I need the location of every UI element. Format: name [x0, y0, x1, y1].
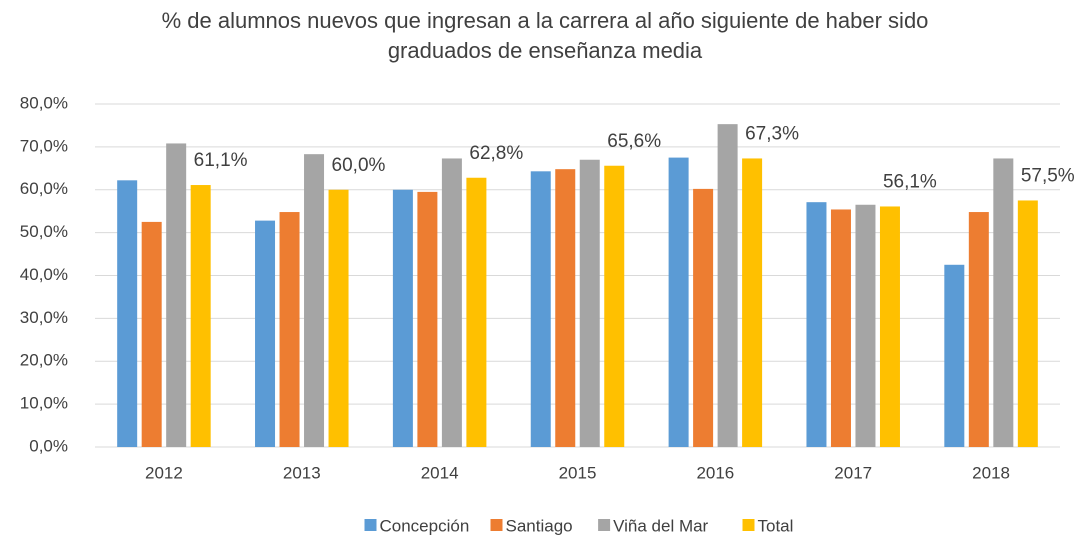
- data-label: 62,8%: [469, 143, 523, 164]
- y-tick-label: 50,0%: [20, 222, 68, 241]
- bar: [441, 158, 462, 448]
- bar: [190, 185, 211, 447]
- bar: [806, 202, 827, 447]
- bar: [530, 171, 551, 447]
- x-tick-label: 2017: [834, 463, 872, 482]
- chart-title: graduados de enseñanza media: [388, 38, 703, 63]
- data-label: 67,3%: [745, 123, 799, 144]
- x-tick-label: 2014: [421, 463, 459, 482]
- legend-swatch: [598, 519, 611, 531]
- bar: [304, 154, 325, 447]
- bar: [668, 157, 689, 447]
- bar: [328, 189, 349, 447]
- bar: [879, 206, 900, 447]
- legend-label: Concepción: [380, 516, 470, 535]
- legend-label: Total: [758, 516, 794, 535]
- legend-swatch: [742, 519, 755, 531]
- y-tick-label: 10,0%: [20, 394, 68, 413]
- bar: [279, 212, 300, 447]
- y-tick-label: 60,0%: [20, 179, 68, 198]
- data-label: 60,0%: [332, 155, 386, 176]
- bar: [604, 165, 625, 448]
- legend-label: Viña del Mar: [613, 516, 708, 535]
- y-tick-label: 40,0%: [20, 265, 68, 284]
- bar: [742, 158, 763, 448]
- bar: [717, 124, 738, 448]
- bar: [944, 264, 965, 447]
- y-tick-label: 0,0%: [29, 436, 68, 455]
- bar: [166, 143, 187, 447]
- bar: [855, 204, 876, 447]
- bar: [968, 212, 989, 447]
- y-tick-label: 70,0%: [20, 136, 68, 155]
- legend-swatch: [364, 519, 377, 531]
- legend-label: Santiago: [506, 516, 573, 535]
- x-tick-label: 2012: [145, 463, 183, 482]
- data-label: 65,6%: [607, 131, 661, 152]
- legend-swatch: [490, 519, 503, 531]
- y-tick-label: 80,0%: [20, 93, 68, 112]
- bar: [993, 158, 1014, 448]
- chart-title: % de alumnos nuevos que ingresan a la ca…: [162, 8, 929, 33]
- bar: [392, 189, 413, 447]
- data-label: 61,1%: [194, 150, 248, 171]
- y-tick-label: 30,0%: [20, 308, 68, 327]
- y-tick-label: 20,0%: [20, 351, 68, 370]
- x-tick-label: 2016: [696, 463, 734, 482]
- bar: [555, 169, 576, 448]
- data-label: 57,5%: [1021, 165, 1075, 186]
- x-tick-label: 2018: [972, 463, 1010, 482]
- bar: [830, 209, 851, 447]
- x-tick-label: 2013: [283, 463, 321, 482]
- bar: [141, 221, 162, 447]
- bar: [579, 159, 600, 448]
- bar: [693, 188, 714, 447]
- data-label: 56,1%: [883, 171, 937, 192]
- bar: [1017, 200, 1038, 447]
- bar: [466, 177, 487, 447]
- bar: [255, 220, 276, 447]
- bar: [117, 180, 138, 447]
- bar: [417, 191, 438, 447]
- x-tick-label: 2015: [559, 463, 597, 482]
